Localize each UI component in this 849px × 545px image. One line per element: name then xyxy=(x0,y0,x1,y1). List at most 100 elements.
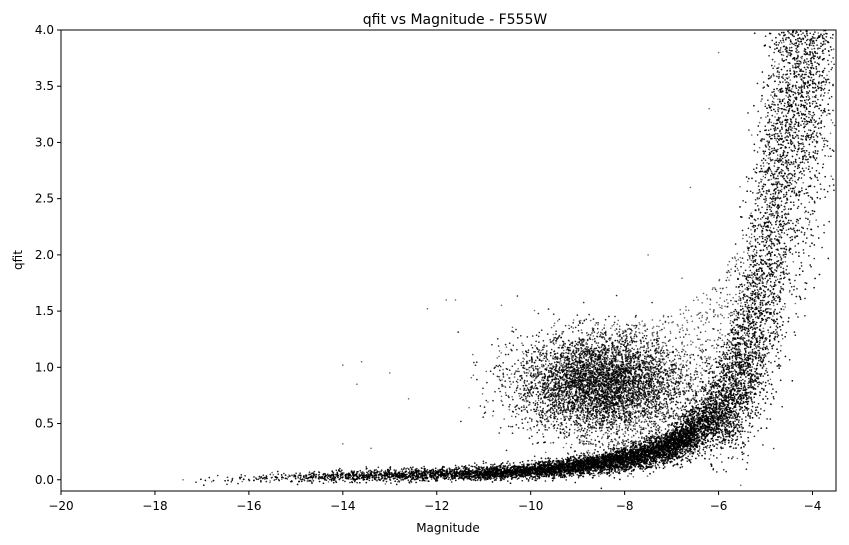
data-point xyxy=(715,343,718,346)
data-point xyxy=(793,131,795,134)
data-point xyxy=(690,458,692,461)
data-point xyxy=(826,74,828,76)
data-point xyxy=(762,327,765,330)
data-point xyxy=(827,155,830,158)
data-point xyxy=(824,83,827,86)
data-point xyxy=(399,470,401,473)
data-point xyxy=(747,411,750,414)
data-point xyxy=(763,346,765,349)
data-point xyxy=(694,451,696,453)
data-point xyxy=(703,369,705,372)
data-point xyxy=(430,478,433,481)
data-point xyxy=(632,476,635,478)
data-point xyxy=(829,132,832,135)
data-point xyxy=(808,201,811,203)
data-point xyxy=(792,261,795,263)
data-point xyxy=(707,356,710,358)
data-point xyxy=(811,118,814,120)
data-point xyxy=(729,386,731,389)
data-point xyxy=(749,317,752,319)
data-point xyxy=(831,121,834,124)
data-point xyxy=(768,308,771,310)
data-point xyxy=(775,276,778,278)
data-point xyxy=(271,471,273,474)
data-point xyxy=(777,195,779,197)
data-point xyxy=(804,110,807,112)
data-point xyxy=(808,221,811,224)
data-point xyxy=(748,313,751,316)
data-point xyxy=(770,178,772,181)
data-point xyxy=(745,310,748,313)
data-point xyxy=(820,84,823,87)
data-point xyxy=(783,308,785,311)
data-point xyxy=(753,347,756,350)
data-point xyxy=(728,334,731,337)
data-point xyxy=(588,452,591,454)
data-point xyxy=(747,285,750,288)
data-point xyxy=(741,334,744,337)
data-point xyxy=(800,57,803,60)
data-point xyxy=(799,110,802,113)
data-point xyxy=(735,314,737,317)
data-points xyxy=(182,29,836,490)
data-point xyxy=(727,302,729,304)
data-point xyxy=(732,415,734,418)
data-point xyxy=(670,429,673,432)
data-point xyxy=(736,457,739,460)
data-point xyxy=(789,289,791,292)
data-point xyxy=(826,114,828,116)
data-point xyxy=(805,167,807,169)
data-point xyxy=(827,92,829,94)
data-point xyxy=(615,445,618,447)
data-point xyxy=(808,220,811,222)
data-point xyxy=(730,437,733,440)
data-point xyxy=(744,288,746,290)
data-point xyxy=(776,278,779,281)
data-point xyxy=(773,65,776,67)
data-point xyxy=(767,348,769,351)
data-point xyxy=(812,115,815,117)
data-point xyxy=(740,484,742,487)
data-point xyxy=(727,316,730,319)
data-point xyxy=(750,134,753,136)
chart-title: qfit vs Magnitude - F555W xyxy=(363,12,548,28)
data-point xyxy=(794,86,797,88)
data-point xyxy=(800,33,803,36)
data-point xyxy=(758,121,761,124)
data-point xyxy=(812,96,814,98)
data-point xyxy=(807,94,809,97)
data-point xyxy=(630,442,632,445)
data-point xyxy=(760,100,762,102)
data-point xyxy=(735,409,738,411)
data-point xyxy=(534,459,536,462)
data-point xyxy=(783,256,785,258)
data-point xyxy=(811,115,813,117)
data-point xyxy=(264,478,266,481)
data-point xyxy=(767,331,770,334)
data-point xyxy=(269,481,271,484)
data-point xyxy=(784,260,787,263)
data-point xyxy=(741,291,743,293)
data-point xyxy=(758,146,761,149)
data-point xyxy=(384,483,387,485)
data-point xyxy=(784,208,787,210)
data-point xyxy=(776,255,778,258)
data-point xyxy=(746,246,749,248)
data-point xyxy=(774,61,776,63)
data-point xyxy=(210,480,213,483)
data-point xyxy=(722,407,724,410)
data-point xyxy=(797,222,800,224)
data-point xyxy=(811,44,813,47)
data-point xyxy=(750,352,752,354)
data-point xyxy=(765,283,768,285)
data-point xyxy=(785,229,788,231)
data-point xyxy=(628,472,631,475)
data-point xyxy=(788,291,791,293)
data-point xyxy=(777,98,779,100)
data-point xyxy=(791,179,794,182)
data-point xyxy=(778,73,780,76)
data-point xyxy=(777,89,780,92)
data-point xyxy=(800,84,803,86)
data-point xyxy=(828,70,830,73)
data-point xyxy=(765,116,767,118)
